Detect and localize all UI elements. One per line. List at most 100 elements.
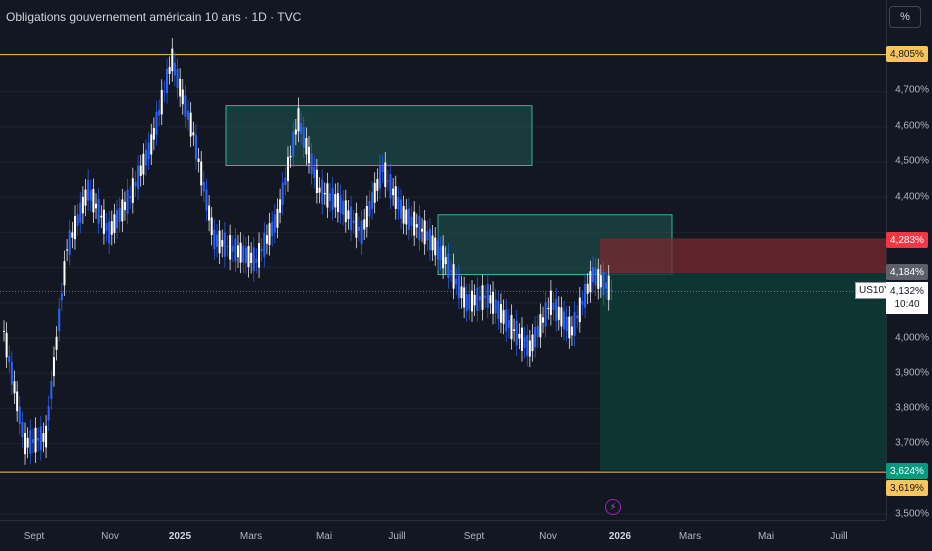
candle-body xyxy=(76,214,79,226)
candle-body xyxy=(407,208,410,230)
candle-body xyxy=(213,229,216,250)
candle-body xyxy=(95,203,98,209)
candle-body xyxy=(297,108,300,132)
candle-body xyxy=(160,89,163,115)
candle-body xyxy=(13,381,16,394)
stop-price-tag: 4,283% xyxy=(886,232,928,248)
time-tick: Mars xyxy=(678,531,702,542)
candle-body xyxy=(73,215,76,240)
candle-body xyxy=(378,165,381,189)
percent-scale-button[interactable]: % xyxy=(889,6,921,28)
candle-body xyxy=(436,240,439,260)
candle-body xyxy=(573,311,576,336)
candle-body xyxy=(452,264,455,289)
candle-body xyxy=(413,211,416,236)
time-tick: Sept xyxy=(463,531,485,542)
candle-body xyxy=(24,433,27,455)
candle-body xyxy=(584,283,587,308)
lightning-icon[interactable]: ⚡ xyxy=(605,499,621,515)
candle-body xyxy=(518,333,521,339)
price-chart[interactable] xyxy=(0,0,886,520)
candle-body xyxy=(226,245,229,247)
candle-body xyxy=(576,315,579,319)
take-profit-zone xyxy=(600,273,886,471)
candle-body xyxy=(208,205,211,221)
candle-body xyxy=(318,187,321,193)
time-axis[interactable]: Sept Nov 2025 Mars Mai Juill Sept Nov 20… xyxy=(0,520,886,551)
candle-body xyxy=(502,310,505,324)
bar-countdown: 10:40 xyxy=(894,299,920,310)
candle-body xyxy=(434,237,437,256)
candle-body xyxy=(215,234,218,247)
candle-body xyxy=(528,340,531,357)
candle-body xyxy=(542,317,545,323)
candle-body xyxy=(515,320,518,346)
candle-body xyxy=(389,174,392,199)
price-tick: 3,700% xyxy=(895,437,929,449)
candle-body xyxy=(8,355,11,363)
candle-body xyxy=(234,238,237,262)
candle-body xyxy=(158,109,161,116)
candle-body xyxy=(18,406,21,425)
candle-body xyxy=(342,200,345,215)
price-tick: 4,700% xyxy=(895,84,929,96)
candle-body xyxy=(544,301,547,327)
candle-body xyxy=(258,242,261,268)
candle-body xyxy=(42,433,45,442)
candle-body xyxy=(334,194,337,208)
candle-body xyxy=(21,421,24,438)
candle-body xyxy=(271,221,274,236)
candle-body xyxy=(176,68,179,89)
candle-body xyxy=(568,316,571,339)
candle-body xyxy=(39,426,42,451)
candle-body xyxy=(428,228,431,251)
candle-body xyxy=(129,196,132,199)
candle-body xyxy=(3,330,5,332)
candle-body xyxy=(347,210,350,220)
candle-body xyxy=(421,228,424,232)
candle-body xyxy=(173,62,176,76)
candle-body xyxy=(179,78,182,97)
candle-body xyxy=(605,282,608,289)
candle-body xyxy=(166,68,169,94)
candle-body xyxy=(405,209,408,225)
candle-body xyxy=(534,326,537,348)
candle-body xyxy=(142,153,145,175)
candle-body xyxy=(29,429,32,454)
candle-body xyxy=(415,224,418,228)
candle-body xyxy=(510,314,513,340)
candle-body xyxy=(92,189,95,213)
candle-body xyxy=(431,235,434,251)
candle-body xyxy=(352,220,355,224)
candle-body xyxy=(87,179,90,201)
candle-body xyxy=(102,209,105,234)
candle-body xyxy=(599,275,602,288)
candle-body xyxy=(97,198,100,224)
candle-body xyxy=(589,271,592,293)
candle-body xyxy=(376,178,379,191)
time-tick: 2025 xyxy=(168,531,192,542)
time-tick: Mai xyxy=(315,531,333,542)
candle-body xyxy=(16,391,19,412)
candle-body xyxy=(197,158,200,162)
candle-body xyxy=(520,327,523,352)
candle-body xyxy=(205,189,208,211)
candle-body xyxy=(137,165,140,190)
candle-body xyxy=(147,142,150,160)
candle-body xyxy=(210,217,213,235)
stop-loss-zone xyxy=(600,238,886,274)
candle-body xyxy=(155,111,158,135)
candle-body xyxy=(252,247,255,272)
price-axis[interactable]: 4,700% 4,600% 4,500% 4,400% 4,000% 3,900… xyxy=(886,0,932,520)
candle-body xyxy=(489,295,492,304)
price-tick: 4,500% xyxy=(895,155,929,167)
candle-body xyxy=(329,193,332,201)
candle-body xyxy=(263,232,266,257)
candle-body xyxy=(597,269,600,289)
candle-body xyxy=(565,316,568,332)
candle-body xyxy=(116,209,119,229)
candle-body xyxy=(10,361,13,385)
price-tick: 3,800% xyxy=(895,402,929,414)
candle-body xyxy=(255,258,258,263)
